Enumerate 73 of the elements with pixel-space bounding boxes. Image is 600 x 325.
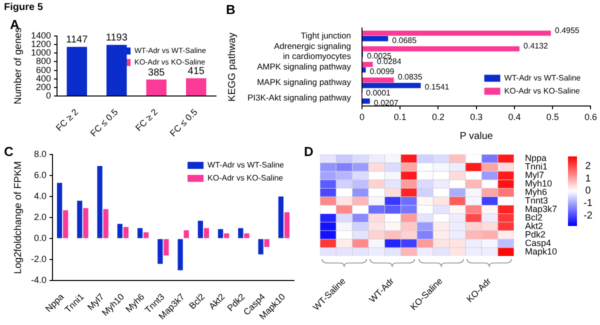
x-tick-label: 0: [359, 112, 365, 122]
y-tick-label: Myh6: [524, 186, 547, 197]
y-tick-label: 8.0: [34, 148, 47, 159]
y-tick-label: 2.0: [34, 212, 47, 222]
text: C: [4, 144, 14, 159]
y-tick-label: Adrenergic signaling in cardiomyocytes: [274, 40, 352, 61]
x-tick-label: 0.4: [508, 112, 521, 122]
y-tick-label: Tnnt3: [524, 195, 548, 206]
color-bar-label: -2: [584, 210, 593, 222]
x-tick-label: 0.6: [584, 112, 597, 122]
data-label: 0.0835: [398, 72, 423, 82]
text: D: [304, 144, 314, 159]
x-tick-label: 0.5: [546, 112, 559, 122]
y-tick-label: Bcl2: [524, 212, 542, 222]
data-label: 0.0001: [366, 88, 392, 98]
y-tick-label: 1200: [30, 39, 52, 50]
data-label: 0.4955: [554, 26, 580, 35]
data-label: 0.1541: [424, 82, 450, 92]
legend-label: WT-Adr vs WT-Saline: [208, 160, 285, 170]
data-label: 0.4132: [524, 42, 549, 50]
y-tick-label: Mapk10: [524, 246, 558, 256]
y-axis-title: Log2foldchange of FPKM: [12, 161, 24, 274]
data-label: 0.0207: [374, 98, 399, 108]
data-label: 0.0099: [370, 67, 395, 76]
x-tick-label: 0.3: [470, 112, 483, 122]
y-tick-label: 0: [46, 90, 52, 100]
color-bar-label: -1: [584, 198, 593, 210]
y-tick-label: 4.0: [34, 190, 47, 201]
y-tick-label: Map3k7: [524, 204, 558, 214]
y-tick-label: 200: [36, 82, 52, 92]
x-tick-label: FC ≤ 0.5: [88, 106, 120, 138]
y-tick-label: 600: [36, 64, 52, 75]
data-label: 415: [188, 66, 205, 77]
y-tick-label: PI3K-Akt signaling pathway: [248, 92, 352, 103]
x-tick-label: Bcl2: [187, 292, 207, 312]
x-tick-label: FC ≤ 0.5: [168, 106, 200, 138]
y-tick-label: Casp4: [524, 238, 551, 248]
y-tick-label: Tight junction: [300, 30, 352, 40]
y-tick-label: 1400: [30, 30, 52, 40]
y-axis-title: Number of genes: [12, 28, 24, 104]
y-tick-label: Tnni1: [524, 162, 548, 172]
y-tick-label: MAPK signaling pathway: [256, 77, 352, 88]
data-label: 1147: [66, 34, 88, 46]
color-bar-label: 1: [585, 173, 592, 184]
caption: Figure 5: [4, 2, 43, 13]
legend-label: WT-Adr vs WT-Saline: [504, 73, 582, 82]
data-label: 0.0685: [392, 36, 418, 45]
y-tick-label: 400: [36, 73, 52, 84]
x-tick-label: FC ≥ 2: [133, 106, 160, 134]
y-tick-label: Myh10: [524, 178, 552, 189]
data-label: 1193: [106, 32, 128, 44]
y-tick-label: Pdk2: [524, 229, 546, 240]
y-tick-label: Myl7: [524, 170, 544, 180]
x-tick-label: 0.2: [432, 112, 445, 122]
text: B: [226, 2, 236, 17]
legend-label: KO-Adr vs KO-Saline: [504, 86, 580, 96]
y-tick-label: Nppa: [524, 153, 546, 164]
legend-label: KO-Adr vs KO-Saline: [208, 174, 284, 183]
x-tick-label: 0.1: [394, 112, 406, 122]
y-tick-label: -2.0: [30, 254, 47, 264]
y-tick-label: 0.0: [34, 233, 47, 244]
y-axis-title: KEGG pathway: [226, 32, 238, 102]
y-tick-label: Akt2: [524, 220, 543, 231]
y-tick-label: -4.0: [30, 275, 47, 286]
x-axis-title: P value: [460, 130, 494, 142]
y-tick-label: 6.0: [34, 170, 47, 180]
data-label: 385: [148, 67, 166, 78]
color-bar-label: 2: [585, 161, 592, 172]
y-tick-label: 1000: [30, 48, 52, 58]
x-tick-label: FC ≥ 2: [54, 106, 80, 134]
color-bar-label: 0: [585, 186, 592, 197]
y-tick-label: AMPK signaling pathway: [256, 61, 352, 72]
y-tick-label: 800: [36, 56, 52, 66]
